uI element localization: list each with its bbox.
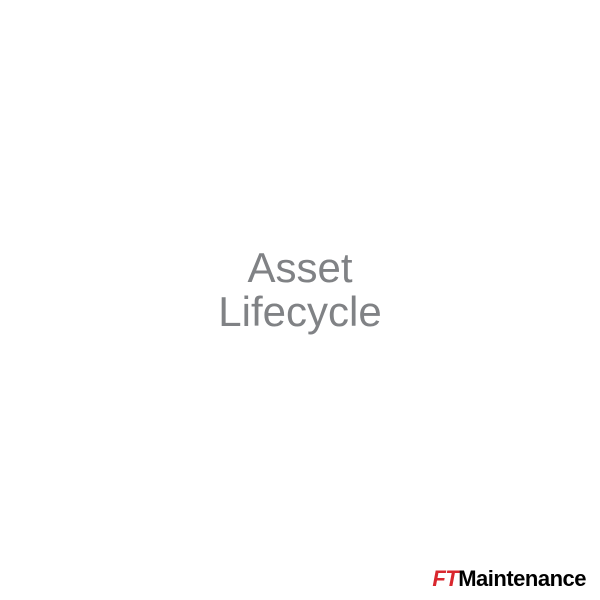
asset-lifecycle-diagram: Asset Lifecycle PlanningAcquisitionOpera… xyxy=(0,0,600,600)
center-title-line2: Lifecycle xyxy=(218,290,381,334)
brand-suffix: Maintenance xyxy=(458,566,586,591)
center-title-line1: Asset xyxy=(218,246,381,290)
brand-prefix: FT xyxy=(432,566,458,591)
center-title: Asset Lifecycle xyxy=(218,246,381,334)
brand-logo: FTMaintenance xyxy=(432,566,586,592)
